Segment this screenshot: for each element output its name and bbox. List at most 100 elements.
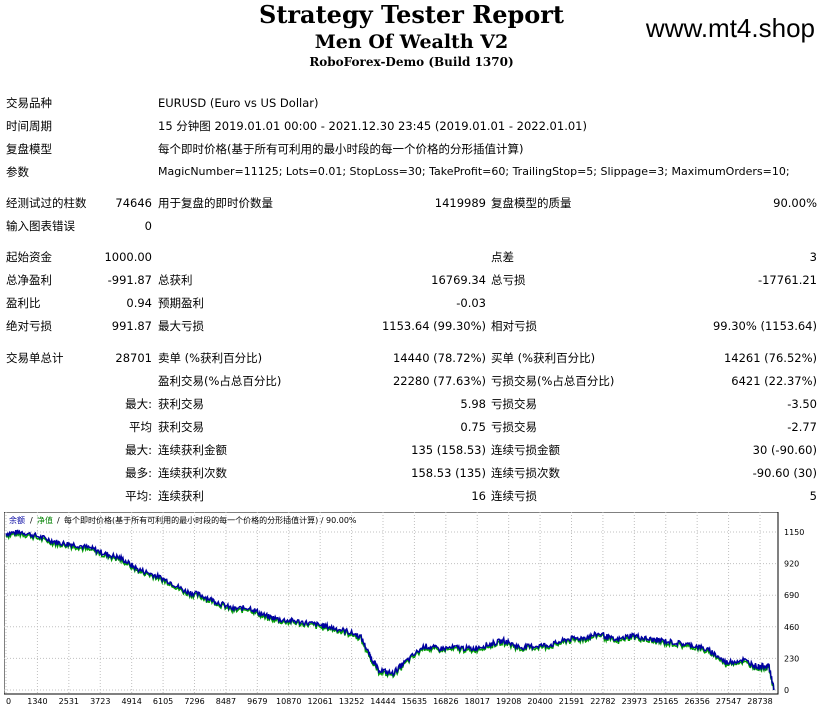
long-trades-value: 14261 (76.52%): [723, 351, 817, 365]
x-tick-label: 18017: [465, 697, 490, 706]
average-win-label: 获利交易: [158, 420, 204, 434]
site-watermark: www.mt4.shop: [645, 13, 815, 43]
max-cons-win-label: 连续获利金额: [158, 443, 227, 457]
bars-value: 74646: [115, 196, 152, 210]
x-tick-label: 1340: [27, 697, 47, 706]
avg-cons-win-value: 16: [471, 489, 486, 503]
legend-sep-1: /: [30, 516, 33, 525]
grid: [4, 512, 778, 694]
average-loss-value: -2.77: [787, 420, 817, 434]
x-tick-label: 26356: [684, 697, 709, 706]
net-profit-value: -991.87: [107, 273, 152, 287]
avg-cons-win-label: 连续获利: [158, 489, 204, 503]
x-tick-label: 15635: [402, 697, 427, 706]
errors-label: 输入图表错误: [6, 219, 75, 233]
max-cons-loss-label: 连续亏损金额: [491, 443, 560, 457]
y-tick-label: 920: [784, 560, 799, 569]
x-tick-label: 3723: [90, 697, 110, 706]
expected-payoff-label: 预期盈利: [158, 296, 204, 310]
x-tick-label: 14444: [370, 697, 395, 706]
average-label: 平均: [129, 420, 152, 434]
short-trades-value: 14440 (78.72%): [392, 351, 486, 365]
maximal-cons-win-label: 连续获利次数: [158, 466, 227, 480]
maximal-cons-win-value: 158.53 (135): [411, 466, 486, 480]
ticks-label: 用于复盘的即时价数量: [158, 196, 273, 210]
average-loss-label: 亏损交易: [491, 420, 537, 434]
y-tick-label: 1150: [784, 528, 804, 537]
balance-chart: 余额 / 净值 / 每个即时价格(基于所有可利用的最小时段的每一个价格的分形插值…: [4, 512, 804, 706]
y-tick-label: 0: [784, 686, 789, 695]
largest-loss-value: -3.50: [787, 397, 817, 411]
x-tick-label: 9679: [247, 697, 267, 706]
profit-factor-value: 0.94: [126, 296, 152, 310]
x-tick-label: 25165: [653, 697, 678, 706]
params-value: MagicNumber=11125; Lots=0.01; StopLoss=3…: [158, 165, 790, 178]
x-tick-label: 21591: [559, 697, 584, 706]
avg-cons-loss-value: 5: [809, 489, 817, 503]
average-win-value: 0.75: [460, 420, 486, 434]
x-tick-label: 6105: [153, 697, 173, 706]
largest-win-value: 5.98: [460, 397, 486, 411]
x-tick-label: 0: [6, 697, 11, 706]
abs-drawdown-label: 绝对亏损: [6, 319, 52, 333]
x-tick-label: 12061: [307, 697, 332, 706]
x-tick-label: 28738: [747, 697, 772, 706]
profit-trades-value: 22280 (77.63%): [392, 374, 486, 388]
max-drawdown-value: 1153.64 (99.30%): [381, 319, 486, 333]
rel-drawdown-value: 99.30% (1153.64): [712, 319, 817, 333]
x-tick-label: 22782: [590, 697, 615, 706]
max-cons-loss-value: 30 (-90.60): [752, 443, 817, 457]
x-tick-label: 10870: [276, 697, 301, 706]
params-label: 参数: [6, 165, 29, 179]
ticks-value: 1419989: [434, 196, 486, 210]
avg-cons-loss-label: 连续亏损: [491, 489, 537, 503]
plot-frame: [4, 512, 779, 695]
symbol-label: 交易品种: [6, 96, 52, 110]
total-trades-label: 交易单总计: [6, 351, 64, 365]
bars-label: 经测试过的柱数: [6, 196, 87, 210]
x-tick-label: 13252: [339, 697, 364, 706]
y-tick-label: 690: [784, 591, 799, 600]
maximal-cons-loss-value: -90.60 (30): [752, 466, 817, 480]
rel-drawdown-label: 相对亏损: [491, 319, 537, 333]
x-tick-label: 7296: [184, 697, 204, 706]
deposit-label: 起始资金: [6, 250, 52, 264]
legend-sep-2: /: [57, 516, 60, 525]
x-tick-label: 27547: [716, 697, 741, 706]
gross-loss-label: 总亏损: [491, 273, 526, 287]
symbol-value: EURUSD (Euro vs US Dollar): [158, 96, 319, 110]
x-tick-label: 4914: [121, 697, 141, 706]
model-label: 复盘模型: [6, 142, 52, 156]
quality-label: 复盘模型的质量: [491, 196, 572, 210]
total-trades-value: 28701: [115, 351, 152, 365]
gross-profit-label: 总获利: [158, 273, 193, 287]
short-trades-label: 卖单 (%获利百分比): [158, 351, 263, 365]
expected-payoff-value: -0.03: [456, 296, 486, 310]
gross-loss-value: -17761.21: [757, 273, 817, 287]
x-tick-label: 16826: [433, 697, 458, 706]
ea-name: Men Of Wealth V2: [314, 31, 509, 53]
profit-factor-label: 盈利比: [6, 296, 41, 310]
gross-profit-value: 16769.34: [431, 273, 486, 287]
long-trades-label: 买单 (%获利百分比): [491, 351, 596, 365]
maximal-label: 最多:: [125, 466, 152, 480]
quality-value: 90.00%: [773, 196, 817, 210]
spread-label: 点差: [491, 250, 514, 264]
loss-trades-label: 亏损交易(%占总百分比): [491, 374, 615, 388]
y-tick-label: 460: [784, 623, 799, 632]
abs-drawdown-value: 991.87: [111, 319, 152, 333]
maximal-cons-loss-label: 连续亏损次数: [491, 466, 560, 480]
x-tick-label: 20400: [527, 697, 552, 706]
period-value: 15 分钟图 2019.01.01 00:00 - 2021.12.30 23:…: [158, 119, 587, 133]
y-tick-label: 230: [784, 654, 799, 663]
legend-balance: 余额: [9, 515, 25, 525]
profit-trades-label: 盈利交易(%占总百分比): [158, 374, 282, 388]
average-cons-label: 平均:: [125, 489, 152, 503]
period-label: 时间周期: [6, 119, 52, 133]
deposit-value: 1000.00: [104, 250, 152, 264]
net-profit-label: 总净盈利: [6, 273, 52, 287]
largest-win-label: 获利交易: [158, 397, 204, 411]
spread-value: 3: [809, 250, 817, 264]
max-drawdown-label: 最大亏损: [158, 319, 204, 333]
server-build: RoboForex-Demo (Build 1370): [309, 55, 514, 69]
